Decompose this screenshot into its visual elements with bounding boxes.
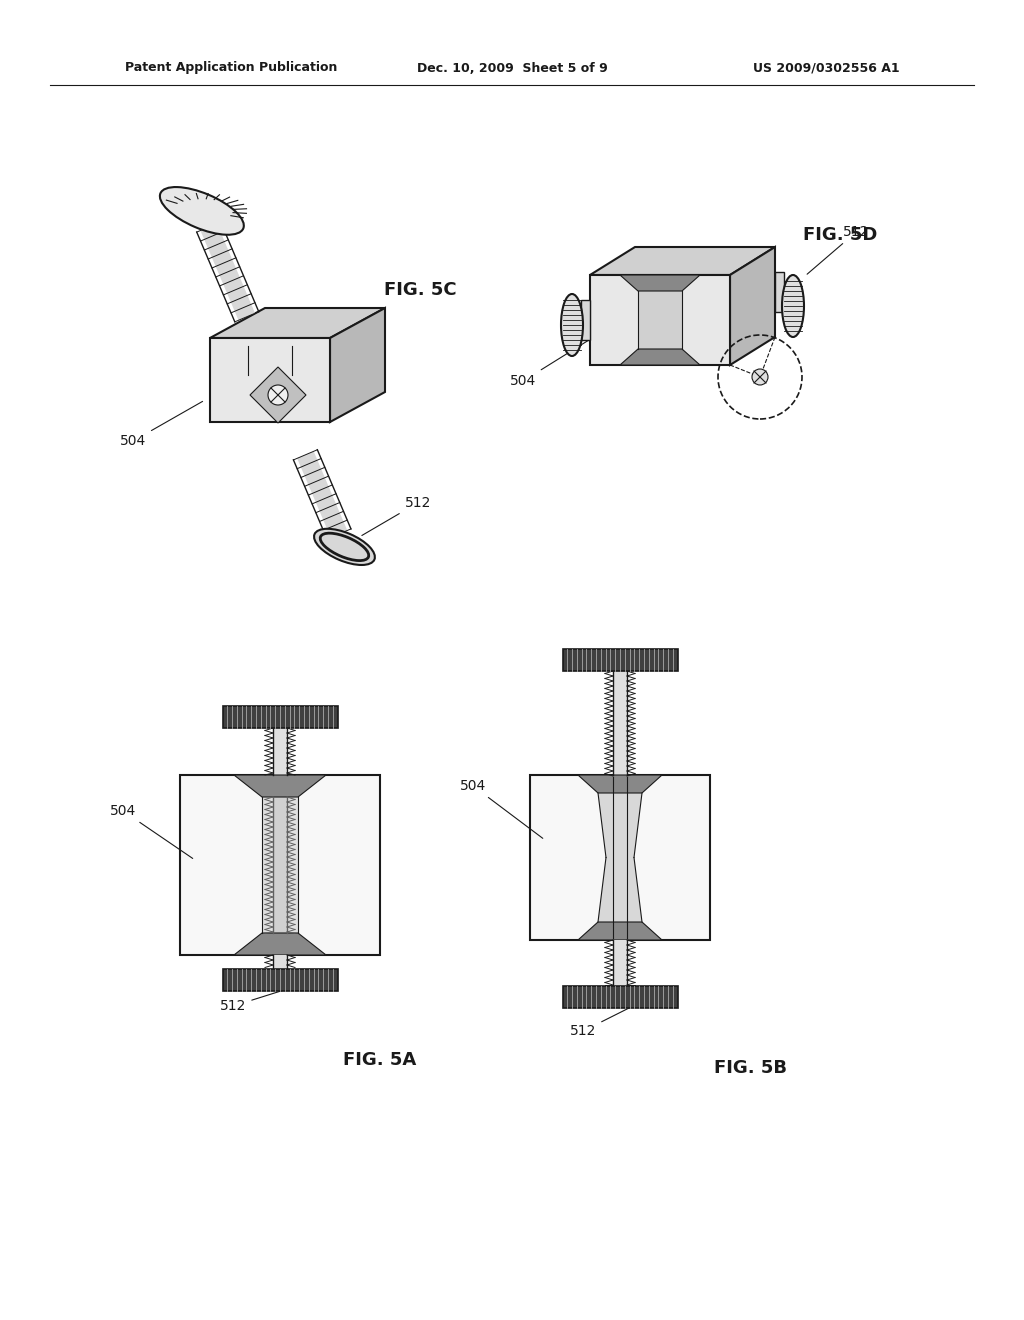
- Polygon shape: [180, 775, 380, 954]
- Text: FIG. 5B: FIG. 5B: [714, 1059, 786, 1077]
- Text: 512: 512: [220, 986, 297, 1012]
- Text: 504: 504: [460, 779, 543, 838]
- Polygon shape: [273, 797, 287, 933]
- Polygon shape: [222, 969, 338, 991]
- Text: Dec. 10, 2009  Sheet 5 of 9: Dec. 10, 2009 Sheet 5 of 9: [417, 62, 607, 74]
- Text: 504: 504: [120, 401, 203, 447]
- Polygon shape: [222, 706, 338, 729]
- Text: US 2009/0302556 A1: US 2009/0302556 A1: [754, 62, 900, 74]
- Polygon shape: [250, 367, 306, 422]
- Polygon shape: [638, 290, 682, 348]
- Polygon shape: [775, 272, 784, 312]
- Polygon shape: [210, 308, 385, 338]
- Text: 512: 512: [570, 1002, 642, 1038]
- Text: 504: 504: [510, 331, 603, 388]
- Polygon shape: [590, 275, 730, 366]
- Polygon shape: [578, 921, 662, 940]
- Polygon shape: [330, 308, 385, 422]
- Polygon shape: [598, 793, 642, 921]
- Polygon shape: [273, 729, 287, 775]
- Text: 512: 512: [361, 496, 431, 536]
- Polygon shape: [234, 775, 326, 797]
- Polygon shape: [613, 671, 627, 775]
- Text: Patent Application Publication: Patent Application Publication: [125, 62, 337, 74]
- Polygon shape: [581, 300, 590, 341]
- Polygon shape: [730, 247, 775, 366]
- Ellipse shape: [314, 529, 375, 565]
- Polygon shape: [578, 775, 662, 793]
- Polygon shape: [620, 348, 700, 366]
- Text: FIG. 5A: FIG. 5A: [343, 1051, 417, 1069]
- Polygon shape: [590, 247, 775, 275]
- Polygon shape: [562, 649, 678, 671]
- Text: FIG. 5C: FIG. 5C: [384, 281, 457, 300]
- Polygon shape: [562, 986, 678, 1008]
- Circle shape: [268, 385, 288, 405]
- Polygon shape: [262, 797, 298, 933]
- Polygon shape: [273, 954, 287, 968]
- Text: FIG. 5D: FIG. 5D: [803, 226, 878, 244]
- Ellipse shape: [782, 275, 804, 337]
- Polygon shape: [210, 338, 330, 422]
- Circle shape: [752, 370, 768, 385]
- Ellipse shape: [561, 294, 583, 356]
- Text: 512: 512: [807, 224, 869, 275]
- Text: 504: 504: [110, 804, 193, 858]
- Polygon shape: [297, 451, 347, 537]
- Polygon shape: [201, 223, 255, 321]
- Polygon shape: [530, 775, 710, 940]
- Polygon shape: [234, 933, 326, 954]
- Polygon shape: [620, 275, 700, 290]
- Ellipse shape: [160, 187, 244, 235]
- Polygon shape: [613, 940, 627, 985]
